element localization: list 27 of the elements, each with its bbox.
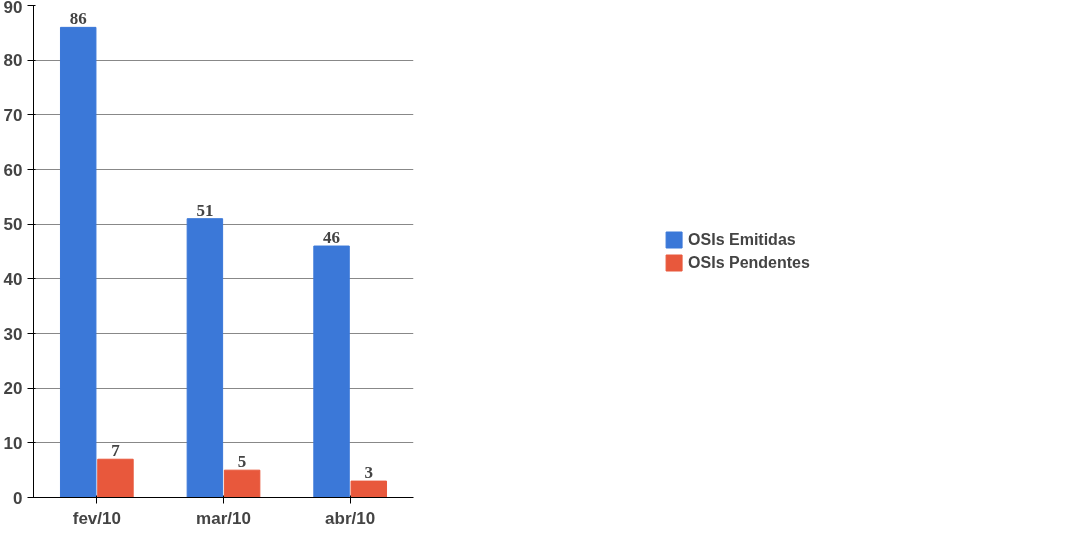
data-label: 3 <box>364 463 374 483</box>
y-tick-label: 60 <box>3 160 23 180</box>
x-tick-label: mar/10 <box>196 508 251 528</box>
x-tick-label: abr/10 <box>325 508 376 528</box>
y-tick-label: 80 <box>3 51 23 71</box>
data-label: 7 <box>111 441 121 461</box>
legend-label: OSIs Emitidas <box>688 230 796 249</box>
data-label: 46 <box>323 228 341 248</box>
bar <box>313 245 350 498</box>
y-tick-label: 70 <box>3 105 23 125</box>
y-tick-label: 0 <box>13 488 23 508</box>
legend-label: OSIs Pendentes <box>688 253 810 272</box>
y-tick-label: 20 <box>3 379 23 399</box>
x-tick-label: fev/10 <box>72 508 121 528</box>
y-tick-label: 10 <box>3 433 23 453</box>
bar <box>97 458 134 498</box>
data-label: 5 <box>237 452 247 472</box>
bar <box>350 480 388 498</box>
y-tick-label: 90 <box>3 0 23 17</box>
data-label: 86 <box>69 9 87 29</box>
y-tick-label: 50 <box>3 215 23 235</box>
bar <box>186 218 224 498</box>
bar <box>223 469 261 498</box>
y-tick-label: 30 <box>3 324 23 344</box>
data-label: 51 <box>196 200 214 220</box>
y-tick-label: 40 <box>3 269 23 289</box>
bar <box>59 26 97 498</box>
